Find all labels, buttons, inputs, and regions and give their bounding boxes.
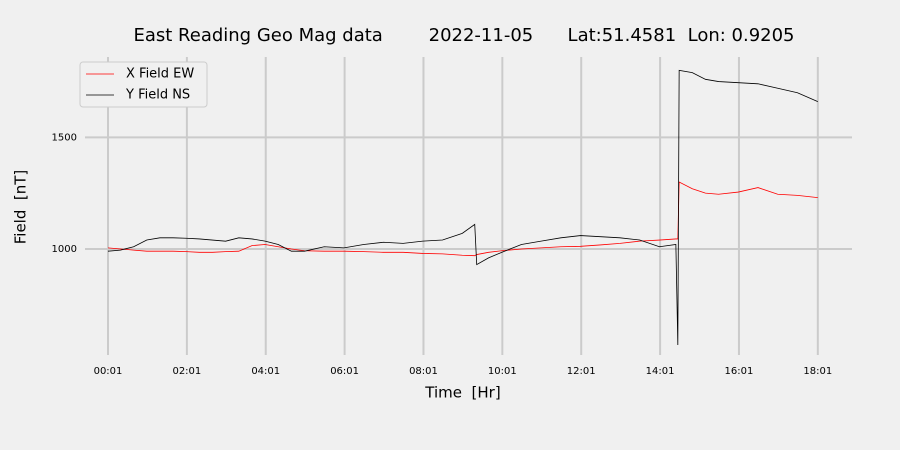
x-tick-label: 12:01 xyxy=(567,366,596,377)
chart-title: East Reading Geo Mag data 2022-11-05 Lat… xyxy=(133,25,794,46)
x-tick-label: 00:01 xyxy=(94,366,123,377)
legend-label: Y Field NS xyxy=(125,88,190,103)
x-tick-label: 06:01 xyxy=(330,366,359,377)
x-axis-label: Time [Hr] xyxy=(424,384,500,402)
data-line xyxy=(107,181,818,257)
y-tick-label: 1500 xyxy=(52,132,77,143)
x-tick-label: 18:01 xyxy=(803,366,832,377)
data-line xyxy=(107,69,818,345)
y-tick-label: 1000 xyxy=(52,244,77,255)
legend-box xyxy=(79,61,208,108)
legend-label: X Field EW xyxy=(126,67,194,82)
x-tick-label: 02:01 xyxy=(172,366,201,377)
x-tick-label: 10:01 xyxy=(488,366,517,377)
x-tick-label: 04:01 xyxy=(251,366,280,377)
x-tick-label: 08:01 xyxy=(409,366,438,377)
x-tick-label: 14:01 xyxy=(646,366,675,377)
y-axis-label: Field [nT] xyxy=(12,170,30,245)
x-tick-label: 16:01 xyxy=(725,366,754,377)
